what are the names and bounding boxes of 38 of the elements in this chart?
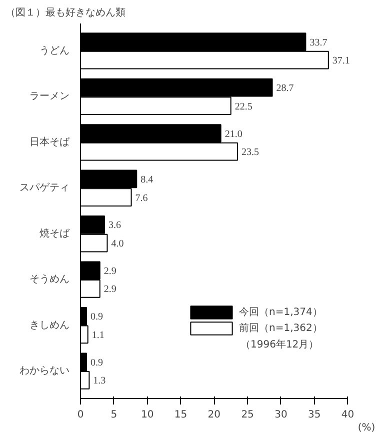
legend-label: 前回（n=1,362） — [239, 322, 322, 335]
x-tick-label: 20 — [208, 410, 221, 420]
data-label: 22.5 — [234, 101, 252, 112]
y-tick-label: わからない — [20, 366, 70, 377]
data-label: 4.0 — [111, 238, 124, 250]
x-tick-label: 15 — [174, 410, 188, 420]
x-tick-label: 5 — [110, 410, 118, 420]
data-label: 1.1 — [92, 330, 104, 341]
data-label: 2.9 — [104, 266, 116, 277]
chart-title: （図１）最も好きなめん類 — [6, 6, 126, 18]
y-tick-label: スパゲティ — [20, 182, 70, 194]
data-label: 7.6 — [135, 192, 148, 204]
x-tick-label: 35 — [308, 410, 321, 420]
y-tick-label: きしめん — [30, 320, 70, 331]
x-tick-label: 30 — [274, 410, 288, 420]
legend-label: 今回（n=1,374） — [239, 306, 322, 319]
y-tick-label: ラーメン — [30, 91, 70, 102]
x-tick-label: 40 — [341, 410, 354, 420]
y-tick-label: 日本そば — [30, 136, 70, 148]
y-tick-label: うどん — [40, 45, 70, 56]
data-label: 2.9 — [104, 284, 116, 296]
data-label: 23.5 — [242, 147, 260, 158]
data-label: 21.0 — [224, 128, 242, 140]
data-label: 0.9 — [90, 357, 104, 368]
data-label: 28.7 — [276, 83, 294, 94]
data-label: 8.4 — [140, 174, 154, 186]
x-tick-label: 25 — [241, 410, 254, 420]
data-label: 3.6 — [108, 220, 122, 232]
data-label: 0.9 — [90, 312, 104, 323]
data-label: 37.1 — [332, 56, 350, 67]
data-label: 33.7 — [310, 37, 328, 48]
annotation: （1996年12月） — [240, 338, 319, 350]
y-tick-label: 焼そば — [40, 227, 70, 240]
x-axis-title: (%) — [358, 422, 376, 434]
y-tick-label: そうめん — [30, 274, 70, 286]
x-tick-label: 0 — [77, 410, 84, 420]
data-label: 1.3 — [93, 376, 106, 387]
x-tick-label: 10 — [140, 410, 154, 420]
